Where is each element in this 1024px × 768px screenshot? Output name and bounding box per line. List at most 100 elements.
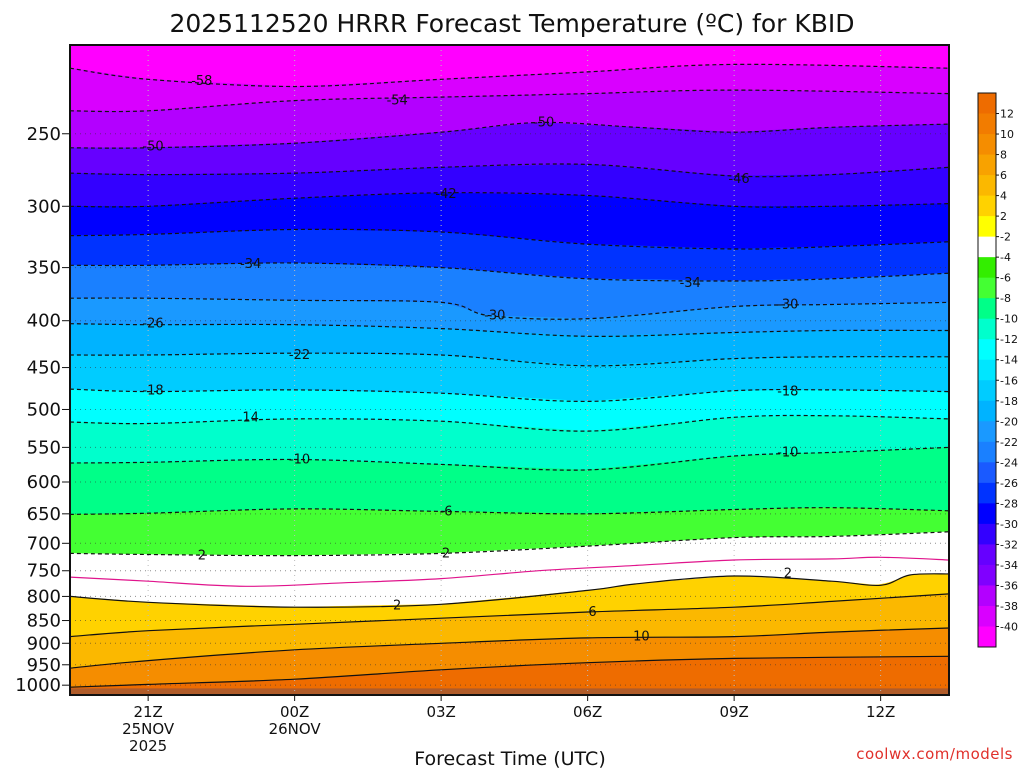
colorbar: 12 10 8 6 4 2 -2 -4 -6 -8 -10 -12 -14 -16 -18 -20 -22 -24… [977,92,1018,648]
contour-label: -50 [142,139,163,154]
contour-label: -54 [387,94,408,109]
contour-label: -34 [240,257,261,272]
x-tick-label: 03Z [426,703,455,721]
colorbar-swatch [978,441,996,463]
colorbar-swatch [978,195,996,217]
colorbar-label: -26 [1000,477,1018,490]
ground-strip [70,688,949,695]
colorbar-label: -32 [1000,538,1018,551]
colorbar-swatch [978,175,996,197]
colorbar-swatch [978,216,996,238]
y-tick-label: 700 [27,533,61,554]
x-axis-label: Forecast Time (UTC) [414,748,605,768]
colorbar-swatch [978,400,996,422]
contour-label: 2 [784,566,792,581]
y-tick-label: 900 [27,633,61,654]
colorbar-label: -6 [1000,272,1011,285]
contour-label: -50 [533,115,554,130]
colorbar-swatch [978,564,996,586]
y-tick-label: 650 [27,504,61,525]
contour-label: 2 [393,598,401,613]
contour-label: 14 [242,410,259,425]
colorbar-swatch [978,277,996,299]
contour-label: -26 [142,317,163,332]
colorbar-swatch [978,503,996,525]
colorbar-swatch [978,134,996,156]
colorbar-frame [977,92,997,648]
colorbar-label: -28 [1000,497,1018,510]
colorbar-swatch [978,544,996,566]
chart-title: 2025112520 HRRR Forecast Temperature (ºC… [169,9,854,38]
x-tick-label: 2025 [129,737,167,755]
colorbar-label: 4 [1000,190,1007,203]
colorbar-label: -2 [1000,231,1011,244]
colorbar-swatch [978,421,996,443]
contour-line [70,228,949,250]
colorbar-label: -10 [1000,313,1018,326]
colorbar-swatch [978,298,996,320]
contour-label: -34 [680,276,701,291]
y-tick-label: 450 [27,358,61,379]
contour-label: -6 [440,504,453,519]
colorbar-label: -14 [1000,354,1018,367]
contour-label: -10 [289,452,310,467]
contour-line [70,556,949,587]
colorbar-swatch [978,113,996,135]
colorbar-swatch [978,626,996,648]
colorbar-label: -24 [1000,456,1018,469]
colorbar-swatch [978,605,996,627]
contour-label: -22 [289,348,310,363]
colorbar-swatch [978,236,996,258]
plot-frame [69,44,950,696]
colorbar-label: -36 [1000,579,1018,592]
colorbar-swatch [978,585,996,607]
contour-line [70,388,949,403]
y-axis: 2503003504004505005506006507007508008509… [15,124,70,696]
y-tick-label: 550 [27,437,61,458]
y-tick-label: 950 [27,655,61,676]
contour-line [70,163,949,178]
contour-label: -18 [777,385,798,400]
contour-line [70,627,949,669]
contour-line [70,531,949,557]
colorbar-label: -4 [1000,251,1011,264]
colorbar-swatch [978,482,996,504]
contour-label: 2 [442,546,450,561]
x-tick-label: 00Z [280,703,309,721]
colorbar-swatch [978,154,996,176]
x-tick-label: 12Z [866,703,895,721]
y-tick-label: 500 [27,399,61,420]
contour-label: 6 [588,605,596,620]
contour-label: -46 [728,172,749,187]
colorbar-label: -20 [1000,415,1018,428]
colorbar-label: 12 [1000,108,1014,121]
x-tick-label: 21Z [133,703,162,721]
contour-line [70,352,949,367]
y-tick-label: 750 [27,561,61,582]
contour-label: 2 [198,549,206,564]
y-tick-label: 800 [27,586,61,607]
contour-line [70,414,949,432]
colorbar-swatch [978,359,996,381]
y-tick-label: 400 [27,311,61,332]
x-tick-label: 25NOV [122,720,175,738]
contour-label: -10 [777,445,798,460]
contour-line [70,573,949,608]
plot-area: -58 -54 -50 -50 -46 -42 -34 -34 -30 -30 -26 -22 -18 -… [69,44,950,696]
colorbar-swatch [978,257,996,279]
credit-text: coolwx.com/models [856,745,1013,763]
colorbar-label: 10 [1000,128,1014,141]
colorbar-label: 8 [1000,149,1007,162]
contour-line [70,121,949,149]
contour-label: -30 [484,309,505,324]
contour-line [70,297,949,320]
colorbar-label: 6 [1000,169,1007,182]
y-tick-label: 850 [27,611,61,632]
contour-label: -18 [142,384,163,399]
colorbar-swatch [978,93,996,115]
contour-line [70,63,949,88]
contour-label: -58 [191,74,212,89]
colorbar-label: 2 [1000,210,1007,223]
